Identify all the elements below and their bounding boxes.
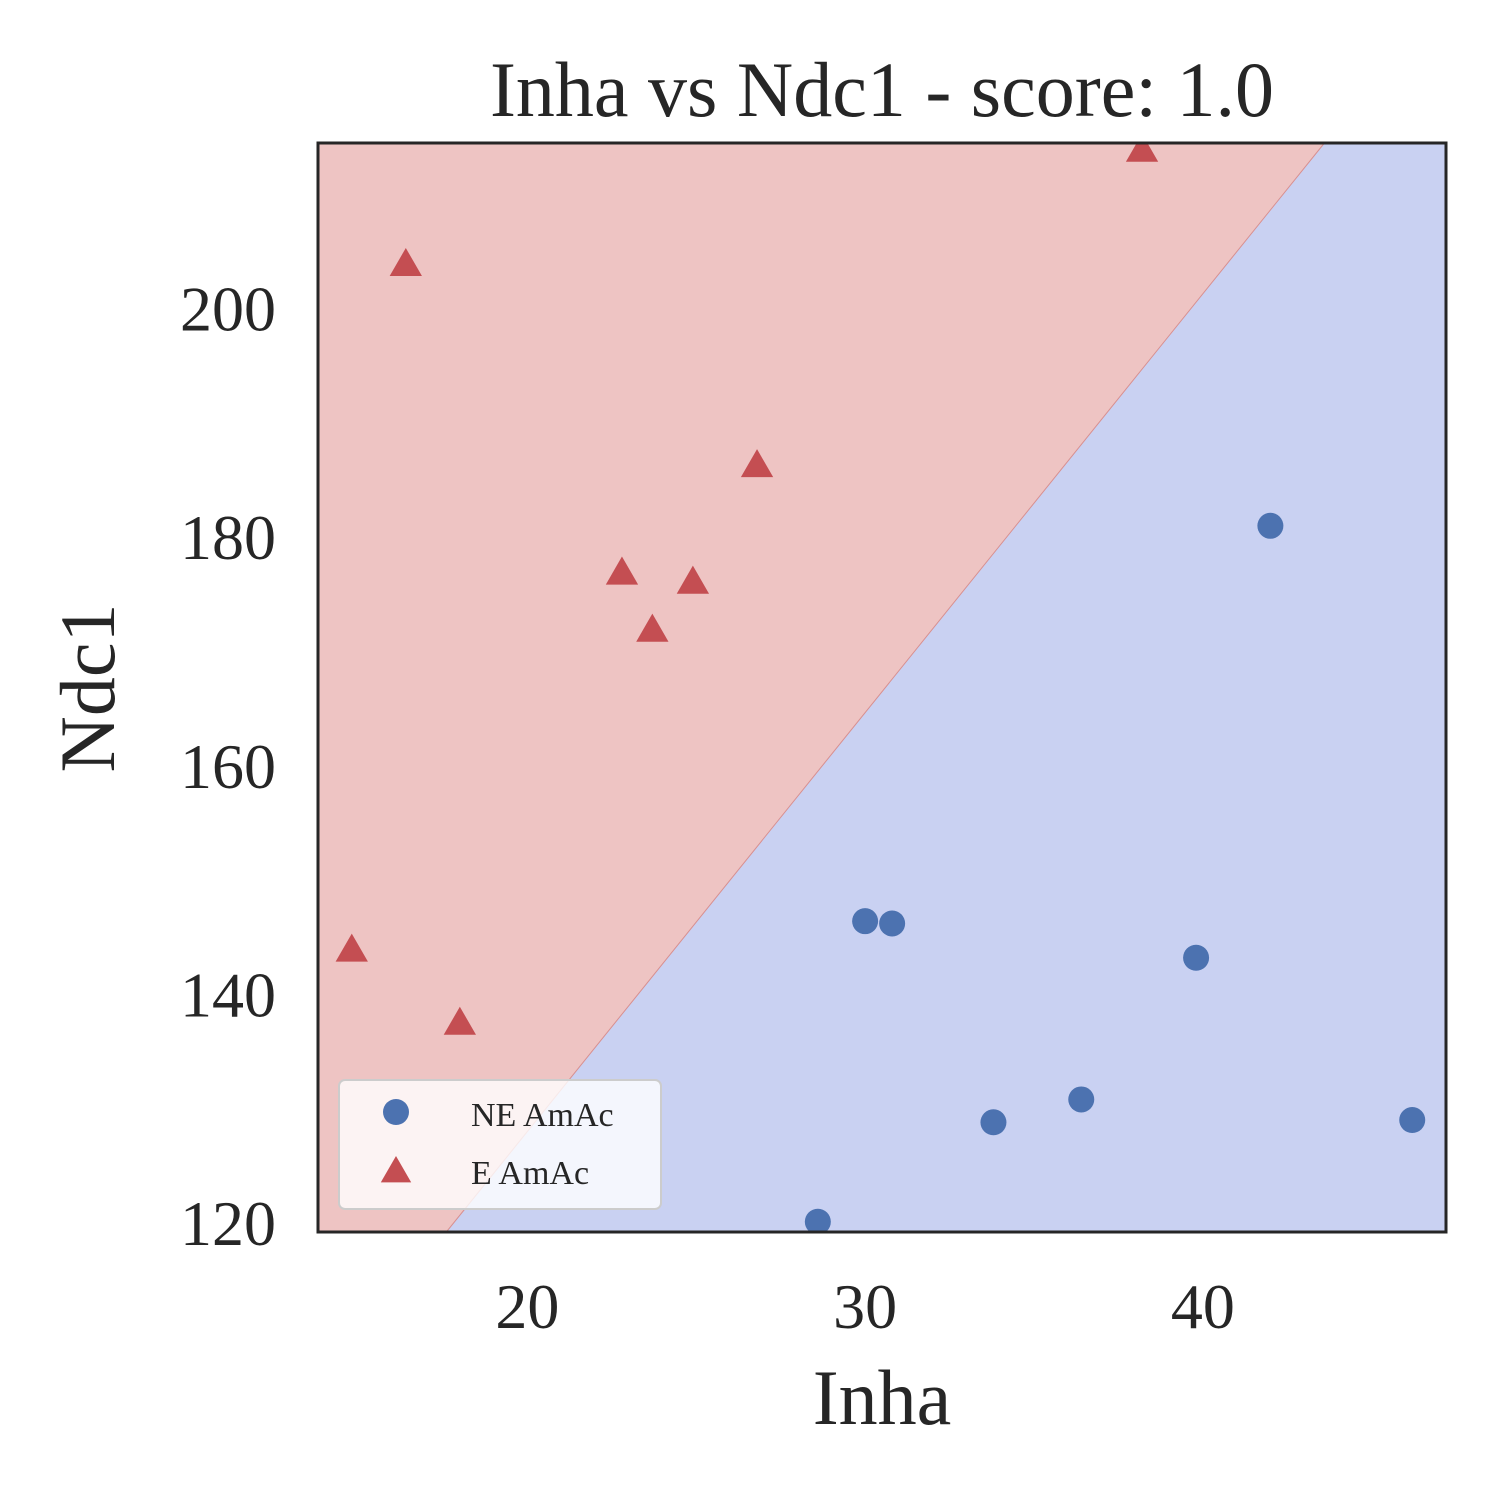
- data-points: [335, 143, 1426, 1232]
- legend-label-e-amac: E AmAc: [471, 1155, 589, 1192]
- decision-boundary-line: [445, 143, 1325, 1232]
- chart-title: Inha vs Ndc1 - score: 1.0: [490, 46, 1274, 133]
- y-axis-ticks: 120 140 160 180 200: [180, 274, 276, 1259]
- ne-amac-point-6: [1257, 512, 1284, 539]
- ne-amac-point-5: [1183, 944, 1210, 971]
- legend-box: [338, 1079, 662, 1210]
- e-amac-point-5: [676, 565, 710, 594]
- e-amac-point-6: [740, 449, 774, 478]
- e-amac-point-3: [605, 556, 639, 585]
- x-tick-label: 40: [1171, 1271, 1235, 1342]
- y-tick-label: 120: [180, 1188, 276, 1259]
- y-tick-label: 140: [180, 959, 276, 1030]
- x-axis-label: Inha: [813, 1354, 952, 1441]
- plot-frame: [316, 141, 1448, 1234]
- y-axis-label: Ndc1: [44, 604, 131, 773]
- ne-amac-point-3: [980, 1109, 1007, 1136]
- e-amac-point-0: [335, 933, 368, 962]
- legend-marker-e-amac: [380, 1156, 412, 1183]
- y-tick-label: 180: [180, 502, 276, 573]
- decision-regions: [318, 143, 1446, 1232]
- ne-amac-point-1: [852, 908, 879, 935]
- ne-amac-point-0: [804, 1208, 831, 1232]
- ne-amac-point-2: [879, 910, 906, 937]
- legend: NE AmAc E AmAc: [338, 1079, 662, 1210]
- y-tick-label: 160: [180, 731, 276, 802]
- e-amac-point-1: [389, 247, 422, 277]
- legend-marker-ne-amac: [383, 1099, 409, 1125]
- e-amac-point-2: [443, 1006, 476, 1035]
- legend-label-ne-amac: NE AmAc: [471, 1097, 614, 1134]
- ne-amac-point-7: [1399, 1107, 1426, 1134]
- e-amac-point-7: [1125, 143, 1159, 162]
- region-e-amac: [318, 143, 1325, 1232]
- e-amac-point-4: [636, 613, 669, 642]
- ne-amac-point-4: [1068, 1086, 1095, 1113]
- x-tick-label: 20: [495, 1271, 559, 1342]
- y-tick-label: 200: [180, 274, 276, 345]
- x-tick-label: 30: [833, 1271, 897, 1342]
- x-axis-ticks: 20 30 40: [495, 1271, 1234, 1342]
